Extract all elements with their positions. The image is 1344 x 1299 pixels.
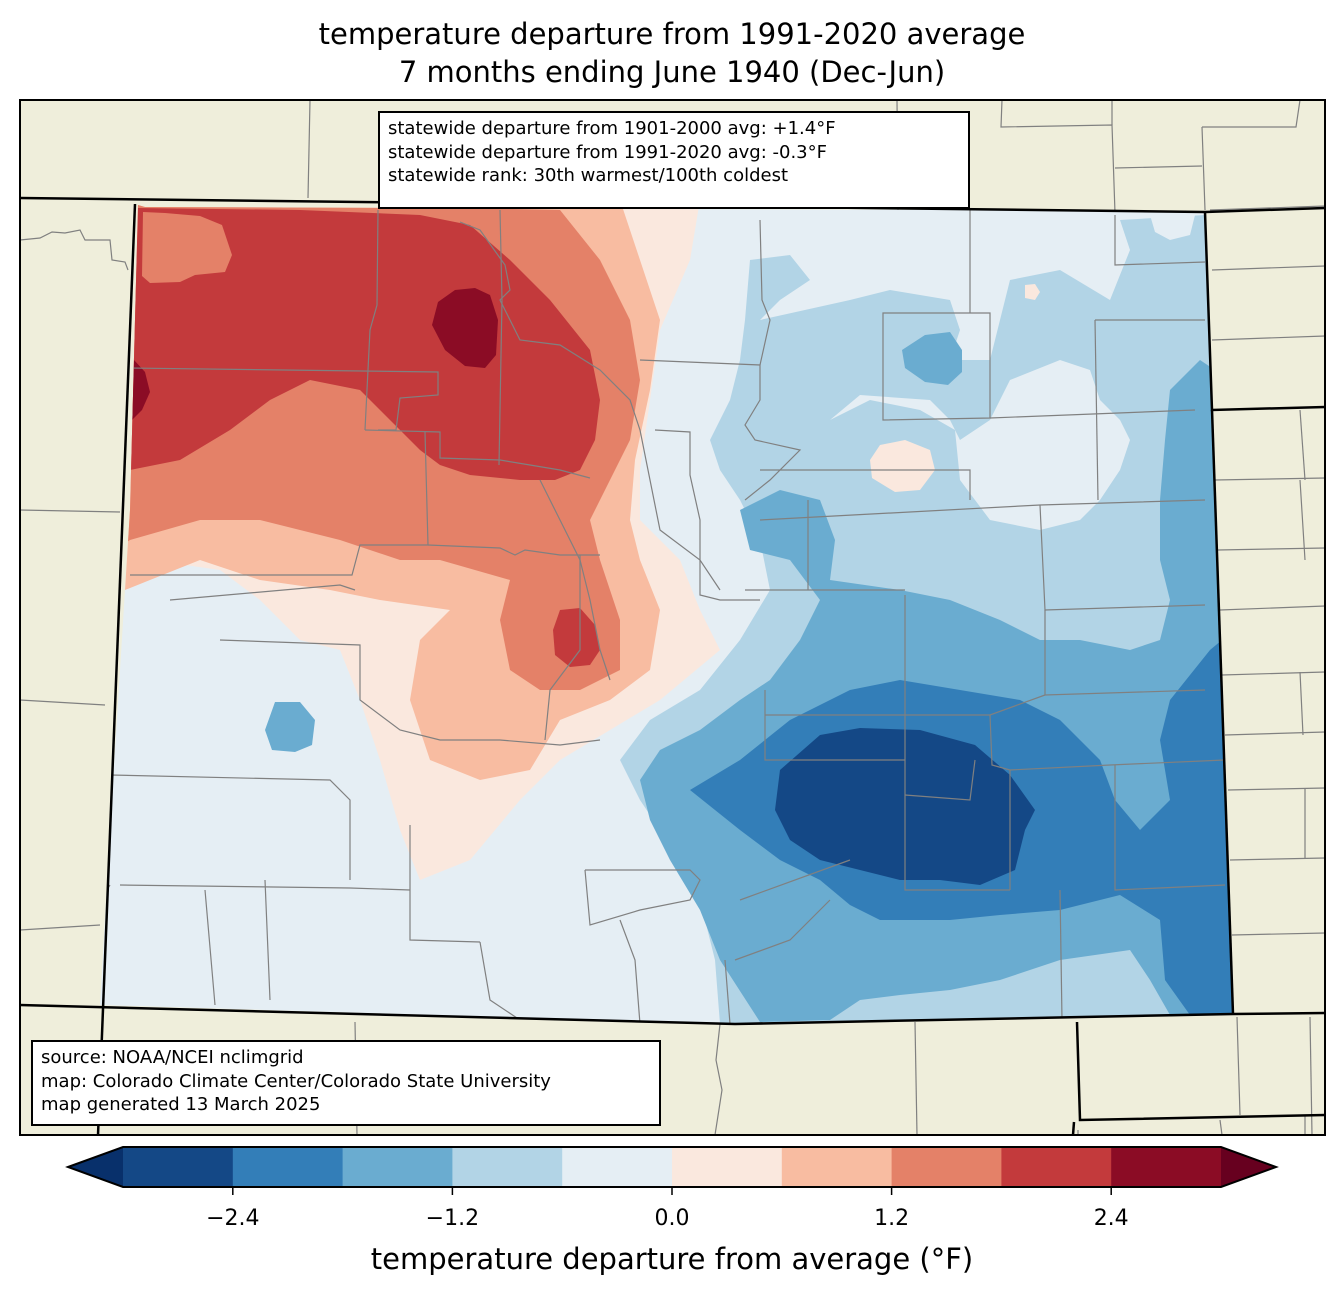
colorbar-tick-label: 2.4 <box>1093 1206 1129 1231</box>
colorbar-label: temperature departure from average (°F) <box>370 1242 974 1276</box>
colorado-county-lines <box>100 209 1226 1024</box>
contour-2.4-to-3.0-west <box>132 360 150 420</box>
colorbar-extend-over <box>1221 1147 1276 1187</box>
colorbar-tick-label: −1.2 <box>425 1206 480 1231</box>
contour-1.8-to-2.4-south <box>553 608 600 667</box>
colorbar-outline <box>65 1146 1279 1188</box>
source-line: source: NOAA/NCEI nclimgrid <box>41 1047 304 1068</box>
stat-departure-1991-2020: statewide departure from 1991-2020 avg: … <box>388 141 827 163</box>
contour--1.2-to--1.8-w-blob <box>265 702 315 752</box>
contour--0.6-to--1.2-holes <box>830 360 1130 530</box>
colorbar-bin <box>452 1147 563 1187</box>
colorbar-tick-label: −2.4 <box>206 1206 260 1231</box>
contour-2.4-to-3.0-north <box>432 288 498 368</box>
colorbar-bin <box>1111 1147 1222 1187</box>
contour-0-to-0.6-east <box>870 440 935 492</box>
colorbar-bin <box>781 1147 893 1187</box>
contour-1.2-to-1.8-nw <box>142 212 232 283</box>
stat-departure-1901-2000: statewide departure from 1901-2000 avg: … <box>388 118 836 139</box>
map-frame <box>19 99 1326 1136</box>
contour--1.2-to--1.8-ne-blob <box>902 332 962 385</box>
contour-1.8-to-2.4 <box>130 208 600 480</box>
colorbar-bin <box>1001 1147 1112 1187</box>
source-box: source: NOAA/NCEI nclimgrid map: Colorad… <box>31 1040 661 1126</box>
colorbar-tick-label: 0.0 <box>654 1206 690 1231</box>
colorbar-bin <box>672 1147 783 1187</box>
contour--0.6-light-blob-ne <box>1150 215 1195 240</box>
neighbor-county-lines <box>20 100 1325 1135</box>
contour-fill-layer <box>100 205 1233 1024</box>
colorbar <box>65 1146 1279 1195</box>
stat-rank: statewide rank: 30th warmest/100th colde… <box>388 165 789 186</box>
map-title-line1: temperature departure from 1991-2020 ave… <box>318 17 1026 51</box>
colorbar-tick-label: 1.2 <box>874 1206 910 1231</box>
colorbar-bin <box>123 1147 234 1187</box>
colorbar-bin <box>232 1147 344 1187</box>
contour-0-to-0.6-dot <box>1025 284 1040 300</box>
map-credit-line: map: Colorado Climate Center/Colorado St… <box>41 1070 551 1092</box>
colorbar-bin <box>562 1147 673 1187</box>
colorbar-extend-under <box>68 1147 123 1187</box>
map-title-line2: 7 months ending June 1940 (Dec-Jun) <box>398 55 946 89</box>
map-generated-line: map generated 13 March 2025 <box>41 1094 321 1115</box>
colorbar-bin <box>891 1147 1002 1187</box>
statewide-stats-box: statewide departure from 1901-2000 avg: … <box>378 111 970 209</box>
colorbar-bin <box>342 1147 453 1187</box>
